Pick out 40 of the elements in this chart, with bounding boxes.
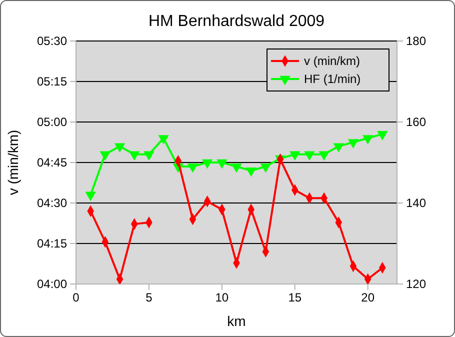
y-axis-title: v (min/km)	[5, 130, 21, 196]
point	[158, 135, 169, 144]
y-tick-label: 05:30	[36, 34, 68, 48]
point	[348, 139, 359, 148]
chart-title: HM Bernhardswald 2009	[148, 13, 325, 30]
x-tick-label: 5	[146, 290, 153, 305]
legend-label: v (min/km)	[304, 54, 360, 68]
point	[144, 151, 154, 161]
point	[289, 151, 300, 161]
y-tick-label: 05:15	[36, 74, 68, 88]
legend-label: HF (1/min)	[304, 72, 361, 86]
point	[333, 143, 344, 153]
y2-tick-label: 160	[406, 114, 426, 129]
point	[128, 151, 140, 161]
y2-tick-label: 140	[406, 196, 426, 210]
y-tick-label: 05:00	[36, 114, 68, 129]
point	[114, 143, 126, 153]
point	[304, 151, 315, 161]
point	[377, 131, 388, 140]
point	[85, 192, 96, 202]
x-tick-label: 10	[215, 290, 229, 305]
y-tick-label: 04:45	[36, 155, 68, 170]
x-axis-title: km	[227, 313, 246, 329]
y2-tick-label: 180	[406, 34, 426, 48]
point	[318, 151, 330, 161]
y-tick-label: 04:00	[36, 276, 68, 291]
point	[202, 159, 213, 169]
y-tick-label: 04:15	[36, 236, 68, 250]
point	[100, 151, 111, 161]
x-tick-label: 20	[361, 290, 375, 305]
y-tick-label: 04:30	[36, 196, 68, 210]
point	[260, 163, 272, 173]
point	[231, 163, 242, 173]
point	[362, 135, 374, 144]
x-tick-label: 15	[288, 290, 302, 305]
point	[246, 168, 256, 177]
y2-tick-label: 120	[406, 276, 426, 291]
point	[216, 159, 228, 169]
point	[187, 163, 198, 173]
x-tick-label: 0	[72, 290, 80, 305]
